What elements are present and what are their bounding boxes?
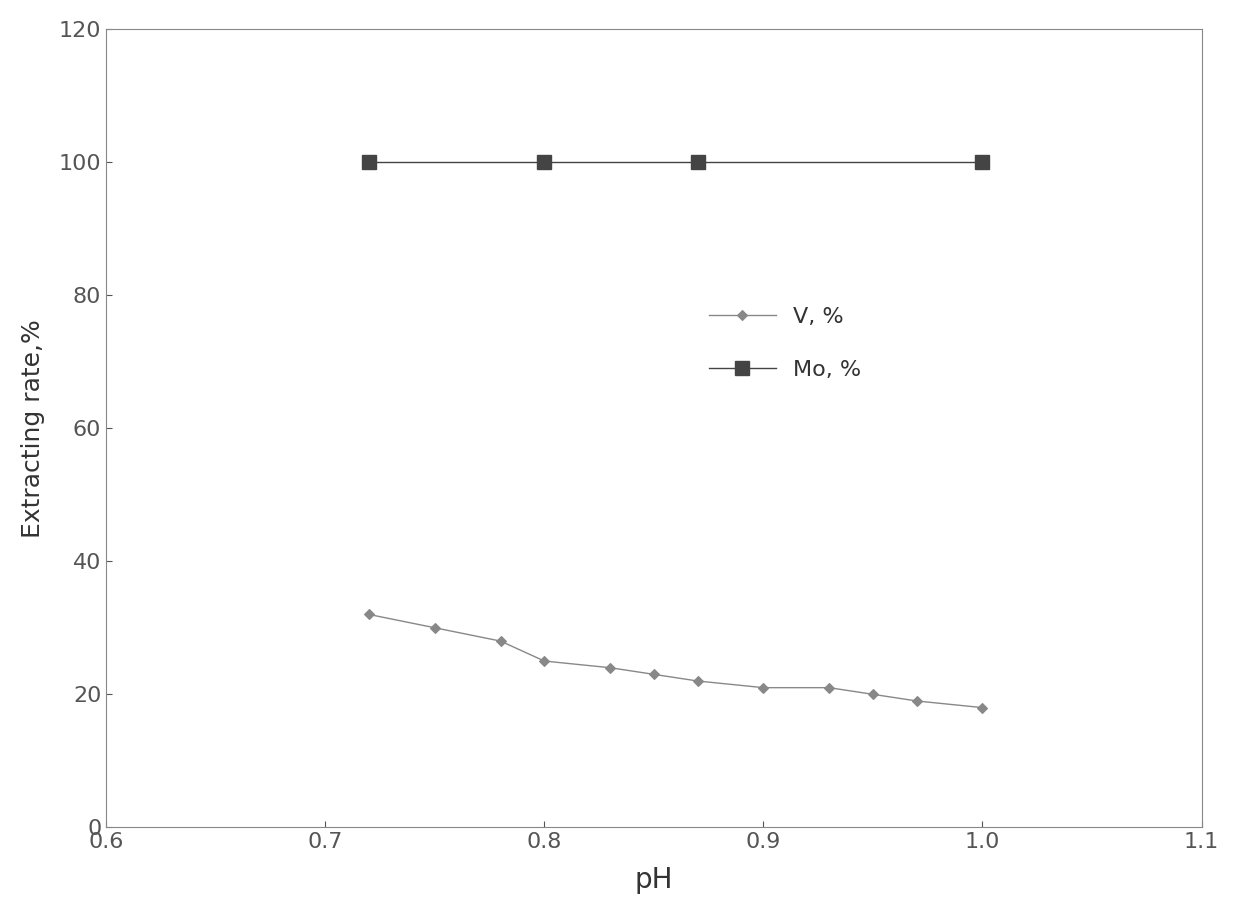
V, %	[646, 669, 661, 680]
Line: Mo, %: Mo, %	[362, 155, 990, 169]
Y-axis label: Extracting rate,%: Extracting rate,%	[21, 318, 45, 537]
V, %	[603, 662, 618, 673]
Legend: V, %, Mo, %: V, %, Mo, %	[698, 296, 873, 391]
V, %	[428, 622, 443, 633]
Mo, %	[691, 156, 706, 167]
V, %	[909, 695, 924, 706]
V, %	[756, 683, 771, 694]
V, %	[691, 675, 706, 686]
V, %	[975, 702, 990, 713]
V, %	[866, 689, 880, 700]
V, %	[494, 636, 508, 647]
V, %	[537, 655, 552, 666]
Mo, %	[975, 156, 990, 167]
V, %	[362, 609, 377, 620]
Line: V, %: V, %	[366, 611, 986, 711]
Mo, %	[362, 156, 377, 167]
Mo, %	[537, 156, 552, 167]
X-axis label: pH: pH	[635, 867, 673, 894]
V, %	[822, 683, 837, 694]
